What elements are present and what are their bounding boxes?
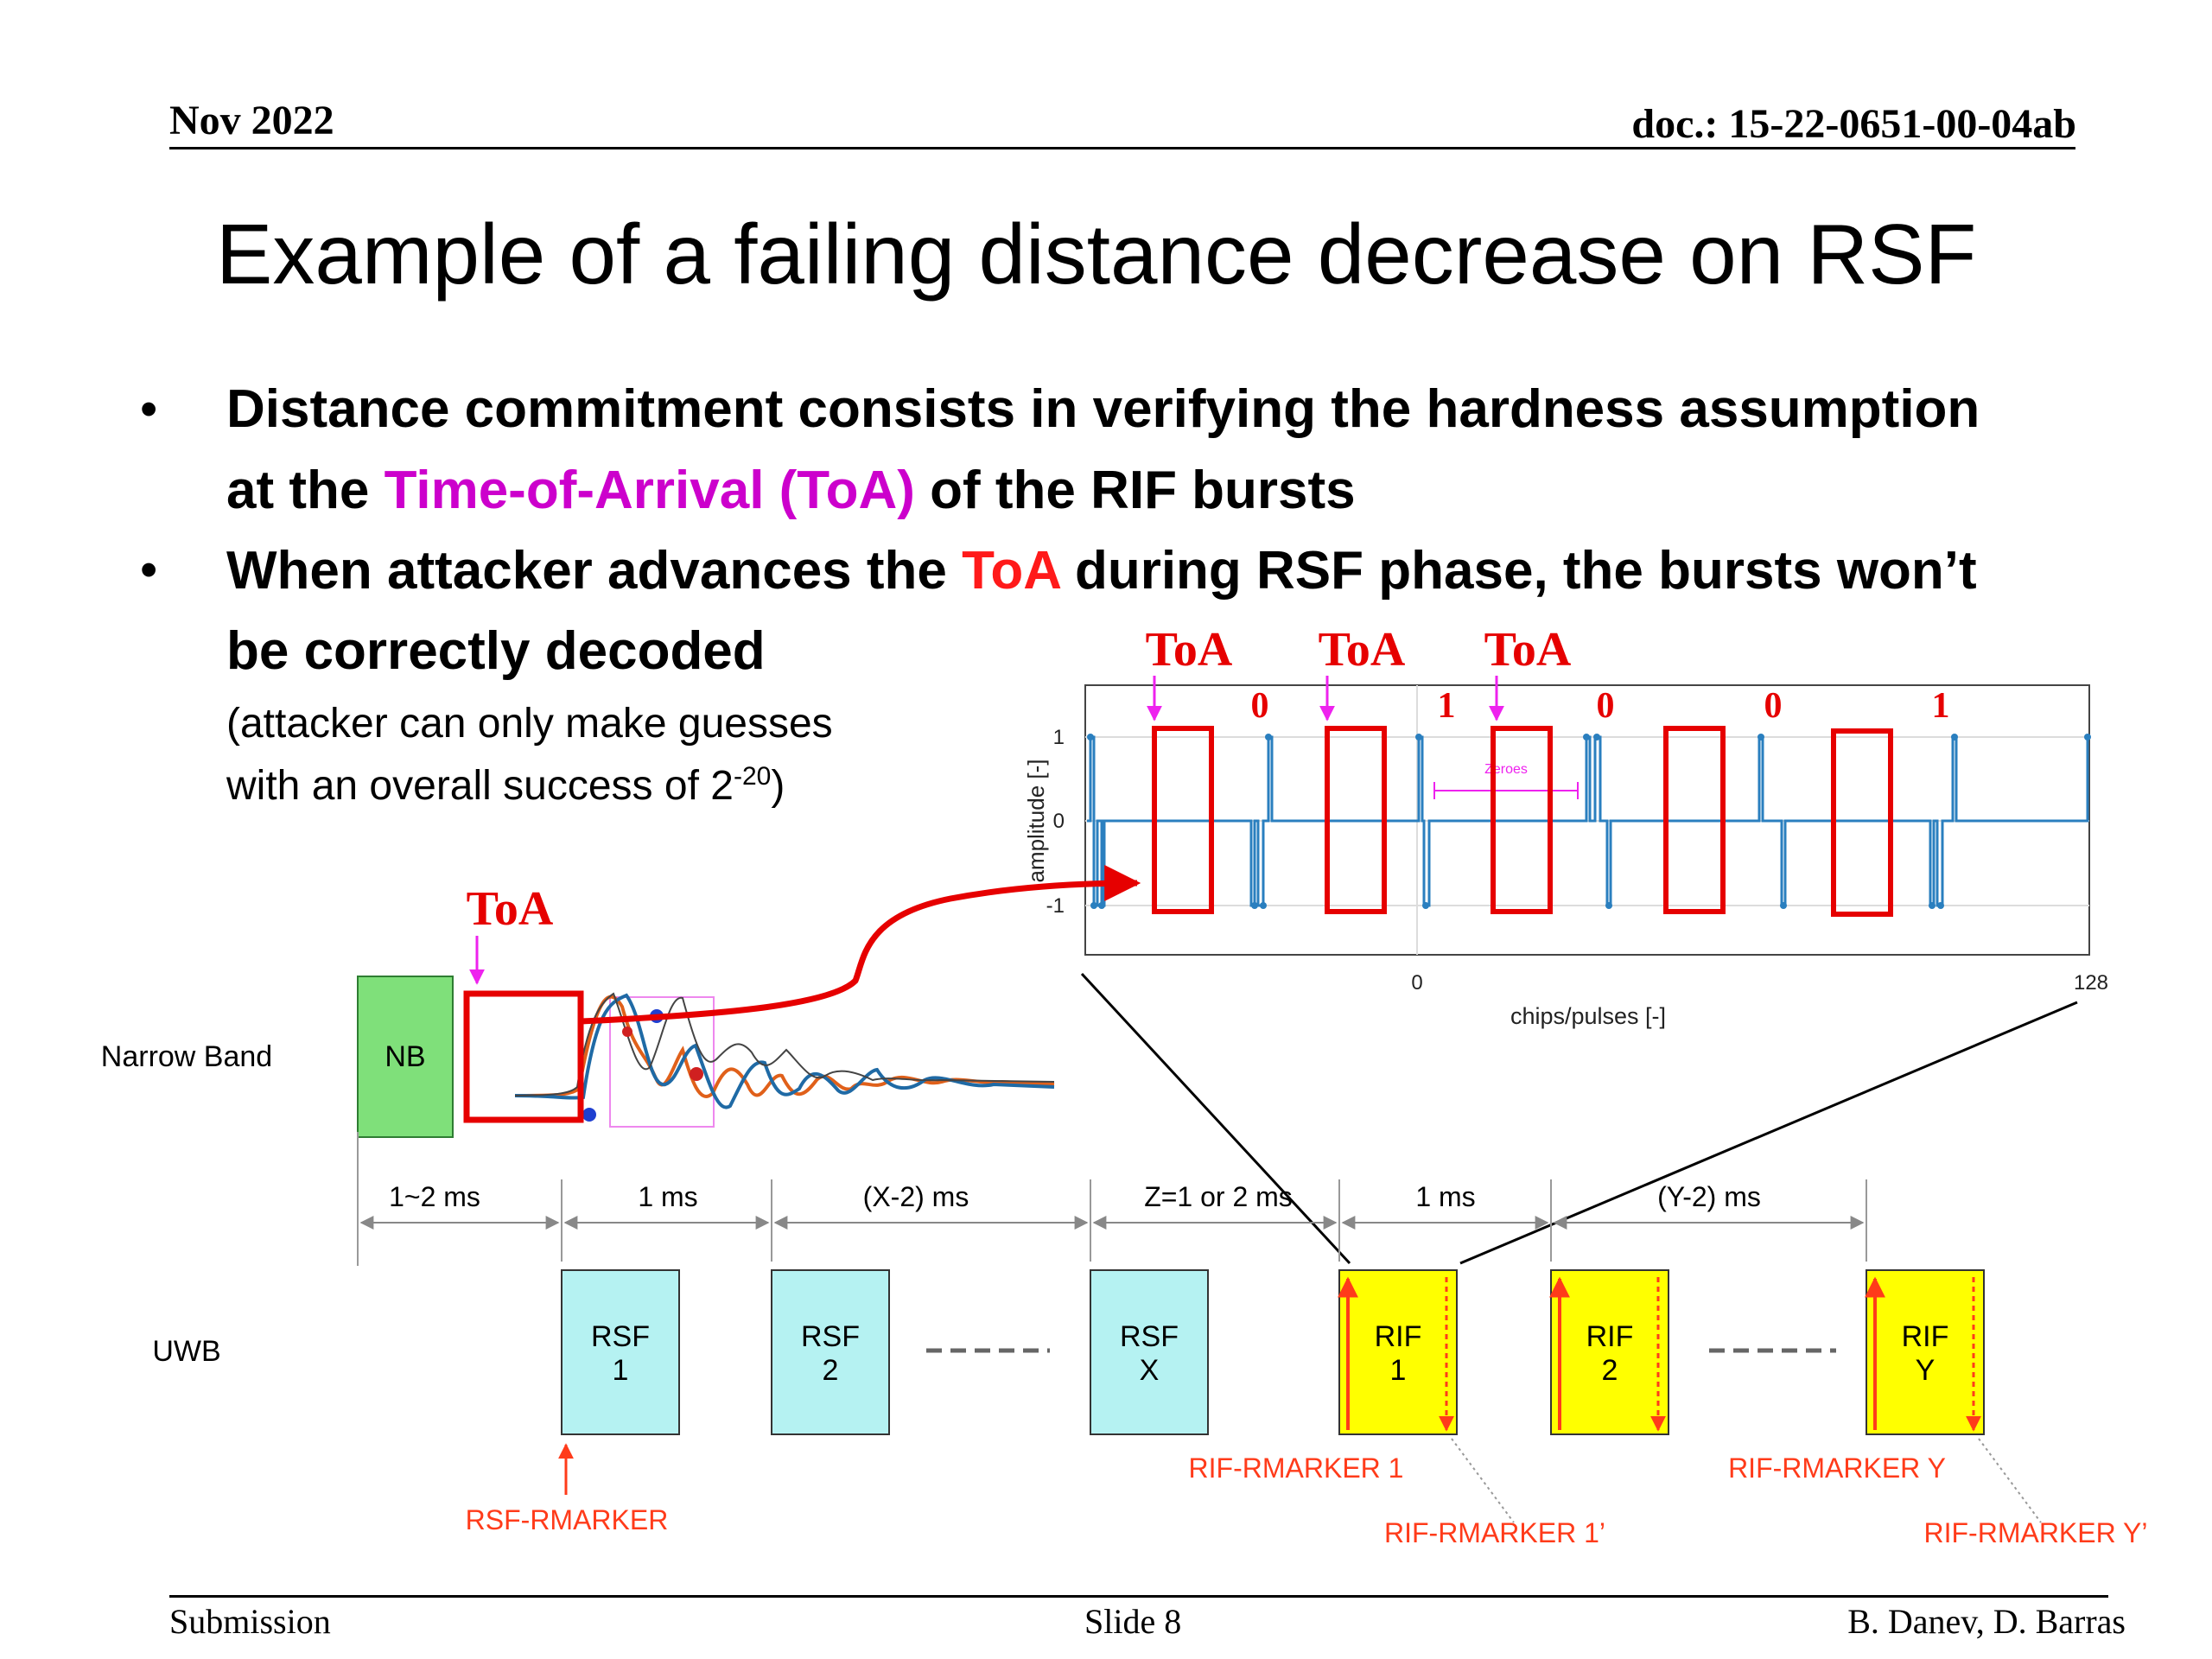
- bullet-2-line-1: When attacker advances the ToA during RS…: [226, 540, 1977, 601]
- inset-xlabel: chips/pulses [-]: [1510, 1003, 1666, 1029]
- rsf-box-x-l1: RSF: [1120, 1320, 1179, 1353]
- rif-box-y: [1866, 1269, 1985, 1435]
- interval-label-4: Z=1 or 2 ms: [1144, 1181, 1293, 1212]
- zoom-line-left: [1080, 972, 1351, 1265]
- nb-dot-2: [690, 1067, 703, 1081]
- nb-wave-black: [514, 992, 1055, 1096]
- footer-submission: Submission: [169, 1602, 331, 1641]
- nb-toa-box: [463, 990, 584, 1123]
- note-close: ): [771, 763, 785, 809]
- bit-label-3: 0: [1597, 686, 1615, 726]
- bullet-marker-2: •: [140, 542, 158, 598]
- interval-label-6: (Y-2) ms: [1657, 1181, 1761, 1212]
- burst-box-5: [1831, 728, 1893, 917]
- bullet-marker-1: •: [140, 381, 158, 437]
- toa-label-inset-2: ToA: [1319, 623, 1406, 677]
- nb-dot-4: [622, 1027, 632, 1037]
- footer-slide-number: Slide 8: [1084, 1602, 1182, 1641]
- zoom-red-arrow: [580, 865, 1141, 1025]
- rif-rmarker-1p-label: RIF-RMARKER 1’: [1384, 1517, 1605, 1548]
- bit-label-2: 1: [1438, 686, 1456, 726]
- header-date: Nov 2022: [169, 98, 334, 143]
- rif-rmarker-y-label: RIF-RMARKER Y: [1728, 1452, 1946, 1484]
- bit-label-1: 0: [1251, 686, 1269, 726]
- ytick-1: 1: [1053, 726, 1065, 749]
- bullet-2-line-2: be correctly decoded: [226, 621, 766, 681]
- footer-rule: [169, 1595, 2108, 1598]
- burst-box-4: [1663, 726, 1726, 914]
- rsf-box-2-l1: RSF: [801, 1320, 860, 1353]
- rif-rmarker-1p-leader: [1451, 1438, 1515, 1523]
- burst-box-3: [1491, 726, 1553, 914]
- nb-waveform-preview: [514, 992, 1055, 1128]
- rsf-box-1: [561, 1269, 680, 1435]
- interval-label-5: 1 ms: [1415, 1181, 1475, 1212]
- nb-wave-orange: [514, 995, 1055, 1098]
- rsf-rmarker-label: RSF-RMARKER: [466, 1504, 669, 1535]
- rif-rmarker-yp-label: RIF-RMARKER Y’: [1924, 1517, 2148, 1548]
- interval-label-2: 1 ms: [638, 1181, 697, 1212]
- rsf-box-2-l2: 2: [823, 1354, 839, 1387]
- bullet-2-post: during RSF phase, the bursts won’t: [1059, 541, 1977, 601]
- bullet-2-highlight: ToA: [962, 541, 1060, 601]
- footer-authors: B. Danev, D. Barras: [1847, 1602, 2126, 1641]
- toa-label-nb: ToA: [467, 882, 554, 936]
- toa-label-inset-3: ToA: [1484, 623, 1572, 677]
- zoom-line-right: [1459, 1001, 2078, 1265]
- slide-title: Example of a failing distance decrease o…: [216, 207, 1977, 302]
- rif-box-1: [1338, 1269, 1458, 1435]
- nb-box-label: NB: [385, 1040, 425, 1073]
- interval-label-3: (X-2) ms: [863, 1181, 969, 1212]
- rif-box-1-l1: RIF: [1375, 1320, 1422, 1353]
- inset-ylabel: amplitude [-]: [1023, 759, 1049, 882]
- interval-label-1: 1~2 ms: [389, 1181, 480, 1212]
- nb-box: [357, 976, 454, 1138]
- bullet-1-pre: at the: [226, 461, 385, 520]
- rif-rmarker-1-label: RIF-RMARKER 1: [1189, 1452, 1404, 1484]
- burst-box-1: [1152, 726, 1214, 914]
- rsf-box-x: [1090, 1269, 1209, 1435]
- toa-label-inset-1: ToA: [1146, 623, 1233, 677]
- header-rule: [169, 147, 2075, 149]
- header-doc-id: doc.: 15-22-0651-00-04ab: [1631, 101, 2076, 147]
- rif-rmarker-yp-leader: [1978, 1438, 2042, 1523]
- note-line-2: with an overall success of 2-20): [226, 762, 785, 810]
- rif-box-1-l2: 1: [1390, 1354, 1407, 1387]
- rsf-box-2: [771, 1269, 890, 1435]
- note-line-1: (attacker can only make guesses: [226, 701, 833, 747]
- rsf-box-1-l1: RSF: [591, 1320, 650, 1353]
- xtick-0: 0: [1411, 971, 1422, 995]
- rsf-box-1-l2: 1: [613, 1354, 629, 1387]
- bullet-2-pre: When attacker advances the: [226, 541, 963, 601]
- bullet-1-highlight: Time-of-Arrival (ToA): [384, 461, 915, 520]
- note-exponent: -20: [733, 762, 772, 791]
- ytick-minus-1: -1: [1046, 894, 1065, 918]
- bullet-1-line-2: at the Time-of-Arrival (ToA) of the RIF …: [226, 460, 1356, 521]
- rif-box-2-l1: RIF: [1586, 1320, 1634, 1353]
- rsf-box-x-l2: X: [1140, 1354, 1160, 1387]
- bit-label-5: 1: [1932, 686, 1950, 726]
- rif-box-2-l2: 2: [1602, 1354, 1618, 1387]
- waveform-dots: [1087, 734, 2091, 909]
- nb-wave-blue: [514, 993, 1055, 1109]
- inset-plot: 1 0 -1 amplitude [-] 0 128 chips/pulses …: [1023, 623, 2108, 1029]
- rif-box-y-l1: RIF: [1902, 1320, 1949, 1353]
- ytick-0: 0: [1053, 810, 1065, 833]
- xtick-128: 128: [2074, 971, 2108, 995]
- narrow-band-label: Narrow Band: [101, 1040, 272, 1073]
- rif-box-y-l2: Y: [1916, 1354, 1936, 1387]
- bit-label-4: 0: [1764, 686, 1783, 726]
- nb-dot-3: [582, 1108, 596, 1122]
- bullet-1-post: of the RIF bursts: [914, 461, 1356, 520]
- burst-box-2: [1325, 726, 1387, 914]
- note-text: with an overall success of 2: [226, 763, 734, 809]
- timeline-intervals: 1~2 ms 1 ms (X-2) ms Z=1 or 2 ms 1 ms (Y…: [357, 1132, 1867, 1266]
- bullet-1-line-1: Distance commitment consists in verifyin…: [226, 379, 1980, 439]
- rif-box-2: [1550, 1269, 1669, 1435]
- uwb-label: UWB: [152, 1335, 220, 1368]
